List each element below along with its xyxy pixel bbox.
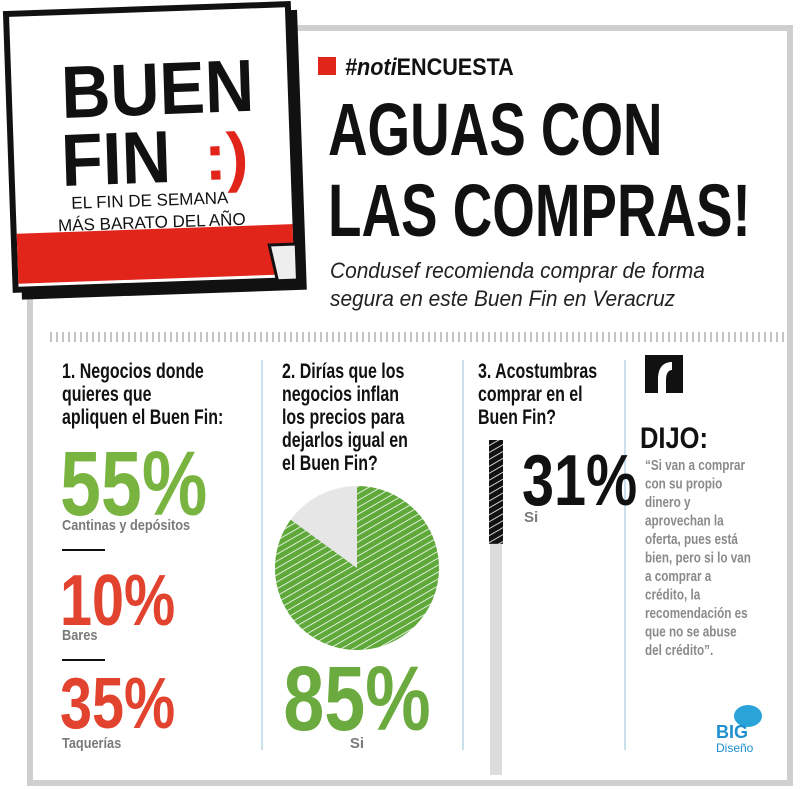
- caption: Cantinas y depósitos: [62, 516, 190, 533]
- credit-brand: BIG: [716, 722, 748, 742]
- logo: [2, 1, 307, 300]
- title: AGUAS CON: [328, 88, 663, 171]
- quote-line: “Si van a comprar: [645, 457, 746, 474]
- question-line: el Buen Fin?: [282, 451, 378, 475]
- logo-line: BUEN: [60, 45, 255, 134]
- hashtag: #notiENCUESTA: [345, 53, 514, 80]
- percent: 85%: [283, 647, 430, 750]
- percent: 35%: [60, 663, 175, 744]
- logo-fold: [267, 242, 300, 283]
- caption: Si: [350, 735, 364, 752]
- question-line: Buen Fin?: [478, 405, 556, 429]
- credit-sub: Diseño: [716, 741, 754, 755]
- quote-line: aprovechan la: [645, 512, 724, 529]
- question-line: comprar en el: [478, 382, 583, 406]
- quote-line: que no se abuse: [645, 623, 737, 640]
- bar: [489, 440, 503, 544]
- question-line: apliquen el Buen Fin:: [62, 405, 223, 429]
- caption: Taquerías: [62, 734, 121, 751]
- percent: 31%: [522, 440, 637, 521]
- caption: Si: [524, 509, 538, 526]
- hashtag-icon: [318, 57, 336, 75]
- question-line: dejarlos igual en: [282, 428, 408, 452]
- quote-line: del crédito”.: [645, 642, 713, 659]
- logo-card: [2, 1, 301, 293]
- logo-band: [16, 224, 295, 284]
- question-line: quieres que: [62, 382, 152, 406]
- quote-line: dinero y: [645, 494, 691, 511]
- credit-icon: [734, 705, 762, 727]
- title: LAS COMPRAS!: [328, 169, 751, 252]
- caption: Bares: [62, 626, 98, 643]
- hashtag-prefix: #noti: [345, 53, 397, 80]
- quote-line: con su propio: [645, 475, 722, 492]
- quote-line: oferta, pues está: [645, 531, 738, 548]
- quote-line: bien, pero si lo van: [645, 549, 751, 566]
- quote-line: crédito, la: [645, 586, 701, 603]
- quote-heading: DIJO:: [640, 421, 708, 454]
- percent: 10%: [60, 560, 175, 641]
- logo-smile: :): [203, 119, 250, 194]
- subtitle: segura en este Buen Fin en Veracruz: [330, 287, 675, 312]
- percent: 55%: [60, 432, 207, 535]
- question-line: 2. Dirías que los: [282, 359, 404, 383]
- question-line: 3. Acostumbras: [478, 359, 597, 383]
- question-line: los precios para: [282, 405, 405, 429]
- question-line: 1. Negocios donde: [62, 359, 204, 383]
- pie-slice: [275, 486, 439, 650]
- question-line: negocios inflan: [282, 382, 399, 406]
- hashtag-suffix: ENCUESTA: [397, 53, 514, 80]
- logo-line: FIN: [60, 116, 172, 202]
- quote-icon-mark: [658, 362, 672, 393]
- subtitle: Condusef recomienda comprar de forma: [330, 259, 705, 284]
- quote-line: recomendación es: [645, 605, 748, 622]
- quote-line: a comprar a: [645, 568, 712, 585]
